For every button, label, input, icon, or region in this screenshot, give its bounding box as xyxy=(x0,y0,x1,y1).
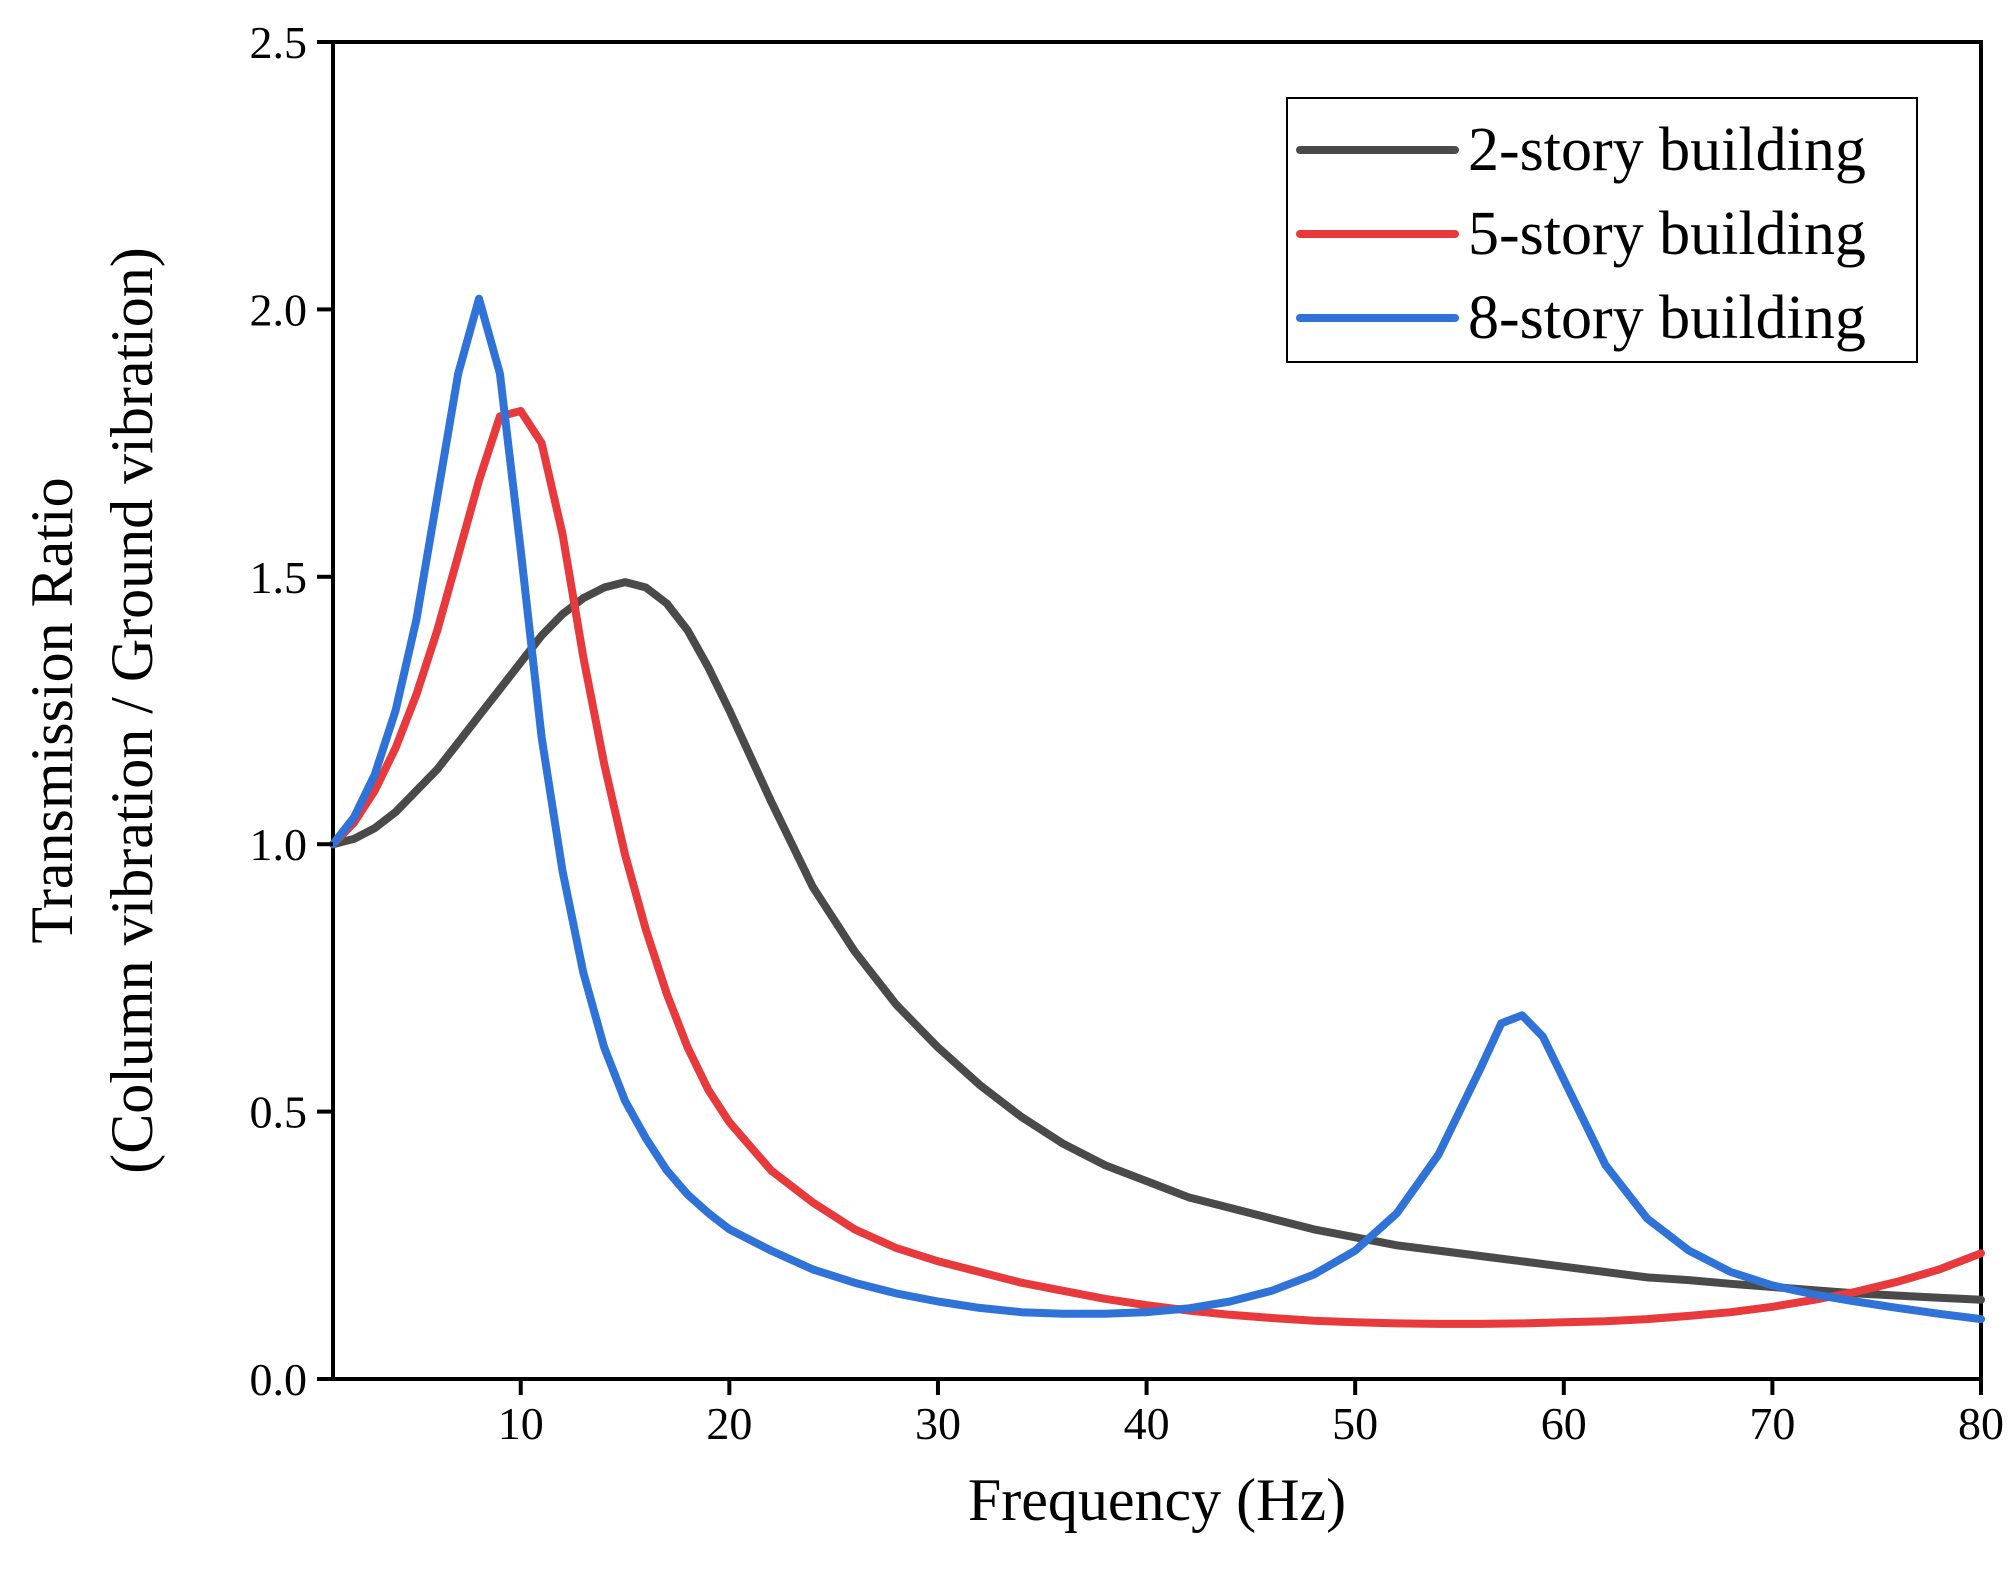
x-tick-label: 40 xyxy=(1124,1398,1170,1449)
y-axis-title-line2: (Column vibration / Ground vibration) xyxy=(99,247,165,1174)
y-axis-title: Transmission Ratio (Column vibration / G… xyxy=(19,247,165,1174)
x-tick-label: 60 xyxy=(1541,1398,1587,1449)
x-axis-title: Frequency (Hz) xyxy=(968,1467,1346,1533)
y-tick-label: 2.0 xyxy=(250,284,308,335)
x-tick-label: 10 xyxy=(498,1398,544,1449)
series-line-1 xyxy=(329,578,1985,1304)
plot-frame xyxy=(331,40,1983,1381)
legend: 2-story building 5-story building 8-story … xyxy=(1286,97,1918,363)
x-tick-label: 30 xyxy=(915,1398,961,1449)
x-tick-label: 80 xyxy=(1958,1398,2004,1449)
y-tick-label: 0.0 xyxy=(250,1354,308,1405)
series-line-3 xyxy=(329,294,1985,1324)
y-tick-label: 1.5 xyxy=(250,552,308,603)
y-tick-label: 1.0 xyxy=(250,819,308,870)
x-tick-label: 50 xyxy=(1332,1398,1378,1449)
x-tick-label: 20 xyxy=(706,1398,752,1449)
series-layer xyxy=(329,294,1985,1328)
y-axis-ticks: 0.0 0.5 1.0 1.5 2.0 2.5 xyxy=(250,17,333,1405)
y-axis-title-line1: Transmission Ratio xyxy=(19,477,85,943)
legend-label-1: 2-story building xyxy=(1468,116,1866,184)
y-tick-label: 2.5 xyxy=(250,17,308,68)
x-tick-label: 70 xyxy=(1749,1398,1795,1449)
y-tick-label: 0.5 xyxy=(250,1087,308,1138)
legend-label-3: 8-story building xyxy=(1468,284,1866,352)
x-axis-ticks: 10 20 30 40 50 60 70 80 xyxy=(498,1379,2004,1449)
legend-label-2: 5-story building xyxy=(1468,200,1866,268)
plot-area: 10 20 30 40 50 60 70 80 0.0 0.5 1.0 1.5 2.0 2.5 xyxy=(250,17,2005,1449)
